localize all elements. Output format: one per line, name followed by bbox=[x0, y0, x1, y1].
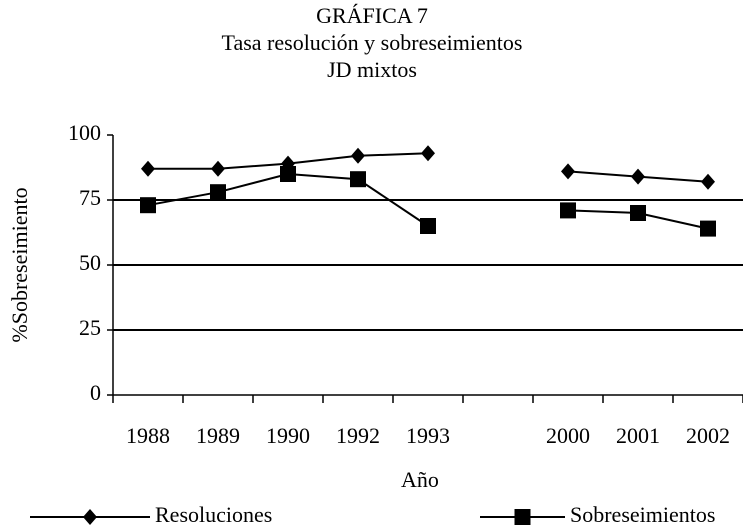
point bbox=[350, 171, 366, 188]
legend-marker bbox=[514, 509, 531, 525]
chart-subtitle: JD mixtos bbox=[327, 57, 417, 82]
x-tick-label: 1989 bbox=[196, 423, 240, 448]
point bbox=[560, 202, 576, 219]
legend-label: Sobreseimientos bbox=[570, 502, 715, 527]
point bbox=[630, 205, 646, 221]
y-tick-label: 25 bbox=[79, 315, 101, 340]
y-tick-label: 100 bbox=[68, 120, 101, 145]
y-tick-label: 75 bbox=[79, 185, 101, 210]
chart-title: GRÁFICA 7 bbox=[316, 3, 428, 28]
x-tick-label: 1992 bbox=[336, 423, 380, 448]
x-tick-label: 1990 bbox=[266, 423, 310, 448]
point bbox=[700, 220, 716, 237]
x-tick-label: 2000 bbox=[546, 423, 590, 448]
point bbox=[631, 168, 645, 185]
chart-subtitle: Tasa resolución y sobreseimientos bbox=[222, 30, 523, 55]
legend-label: Resoluciones bbox=[155, 502, 272, 527]
point bbox=[141, 160, 155, 177]
x-tick-label: 1988 bbox=[126, 423, 170, 448]
point bbox=[211, 160, 225, 177]
y-axis-label: %Sobreseimiento bbox=[7, 187, 32, 342]
point bbox=[210, 184, 226, 201]
x-tick-label: 1993 bbox=[406, 423, 450, 448]
x-tick-label: 2002 bbox=[686, 423, 730, 448]
point bbox=[421, 145, 435, 162]
point bbox=[420, 218, 436, 234]
point bbox=[280, 166, 296, 182]
x-axis-label: Año bbox=[401, 467, 439, 492]
point bbox=[140, 197, 156, 214]
point bbox=[701, 173, 715, 190]
point bbox=[561, 163, 575, 180]
y-tick-label: 50 bbox=[79, 250, 101, 275]
y-tick-label: 0 bbox=[90, 380, 101, 405]
x-tick-label: 2001 bbox=[616, 423, 660, 448]
legend-marker bbox=[83, 509, 97, 525]
point bbox=[351, 147, 365, 164]
